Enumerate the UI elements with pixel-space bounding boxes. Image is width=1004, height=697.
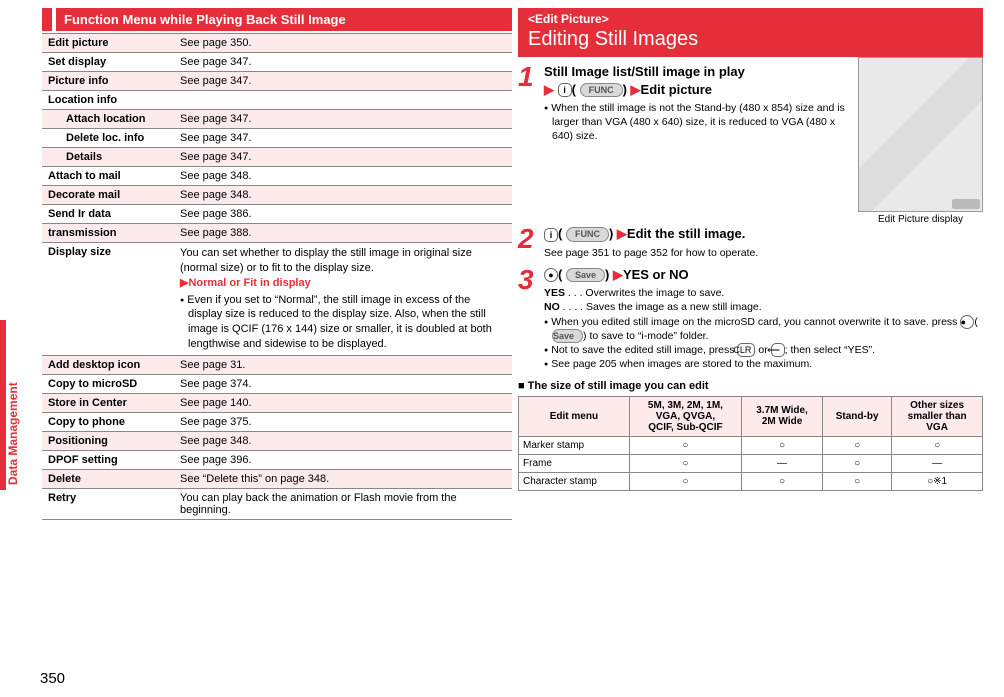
step-1-head: Still Image list/Still image in play ▶ i… <box>544 63 852 98</box>
size-table-header: 3.7M Wide,2M Wide <box>742 396 823 436</box>
step-1: 1 Still Image list/Still image in play ▶… <box>518 63 852 144</box>
size-cell: ○ <box>823 436 892 454</box>
fn-row-label: Copy to microSD <box>42 374 174 393</box>
step-2: 2 i( FUNC) ▶Edit the still image. See pa… <box>518 225 983 260</box>
fn-row-desc: See page 347. <box>174 72 512 91</box>
fn-row-label: Decorate mail <box>42 186 174 205</box>
size-cell: ○ <box>823 454 892 472</box>
fn-row-desc: See page 140. <box>174 393 512 412</box>
fn-row-label: Attach location <box>42 110 174 129</box>
size-cell: ○ <box>629 472 741 490</box>
edit-picture-display: Edit Picture display <box>858 57 983 225</box>
i-key-icon: i <box>544 228 558 242</box>
page-number: 350 <box>40 670 65 687</box>
step-number: 2 <box>518 225 544 260</box>
page-title: Editing Still Images <box>528 28 973 51</box>
center-key-icon: ● <box>544 268 558 282</box>
fn-row-label: Set display <box>42 53 174 72</box>
save-pill: Save <box>566 268 605 282</box>
fn-row-label: Details <box>42 148 174 167</box>
fn-row-desc: See page 348. <box>174 431 512 450</box>
size-table-header: Other sizessmaller thanVGA <box>892 396 983 436</box>
size-table-header: 5M, 3M, 2M, 1M,VGA, QVGA,QCIF, Sub-QCIF <box>629 396 741 436</box>
fn-row-label: Location info <box>42 91 174 110</box>
size-table-header: Edit menu <box>519 396 630 436</box>
fn-row-label: Display size <box>42 243 174 356</box>
size-row-name: Frame <box>519 454 630 472</box>
size-cell: ○ <box>629 454 741 472</box>
fn-row-label: Retry <box>42 488 174 519</box>
right-header: <Edit Picture> Editing Still Images <box>518 8 983 57</box>
back-key-icon: ⟵ <box>771 343 785 357</box>
fn-row-desc <box>174 91 512 110</box>
size-cell: ○ <box>742 436 823 454</box>
step-1-notes: When the still image is not the Stand-by… <box>544 101 852 144</box>
step-2-note: See page 351 to page 352 for how to oper… <box>544 246 983 260</box>
fn-row-desc: See page 388. <box>174 224 512 243</box>
step-number: 1 <box>518 63 544 144</box>
i-key-icon: i <box>558 83 572 97</box>
fn-row-label: transmission <box>42 224 174 243</box>
size-cell: ○ <box>742 472 823 490</box>
size-cell: ○※1 <box>892 472 983 490</box>
size-row-name: Marker stamp <box>519 436 630 454</box>
fn-row-desc: See page 31. <box>174 355 512 374</box>
fn-row-label: DPOF setting <box>42 450 174 469</box>
fn-row-desc: See page 350. <box>174 34 512 53</box>
step-3-notes: YES . . . Overwrites the image to save. … <box>544 286 983 371</box>
center-key-icon: ● <box>960 315 974 329</box>
step-3: 3 ●( Save) ▶YES or NO YES . . . Overwrit… <box>518 266 983 372</box>
fn-row-desc: See page 348. <box>174 186 512 205</box>
fn-row-desc: See page 374. <box>174 374 512 393</box>
side-tab-label: Data Management <box>6 382 20 485</box>
size-cell: ○ <box>629 436 741 454</box>
fn-row-label: Delete loc. info <box>42 129 174 148</box>
fn-row-desc: See page 386. <box>174 205 512 224</box>
size-cell: — <box>742 454 823 472</box>
fn-row-desc: See page 347. <box>174 110 512 129</box>
step-2-head: i( FUNC) ▶Edit the still image. <box>544 225 983 243</box>
size-cell: — <box>892 454 983 472</box>
fn-row-desc: You can set whether to display the still… <box>174 243 512 356</box>
func-pill: FUNC <box>566 227 609 241</box>
function-menu-header: Function Menu while Playing Back Still I… <box>42 8 512 31</box>
fn-row-desc: See page 347. <box>174 129 512 148</box>
fn-row-desc: See page 347. <box>174 53 512 72</box>
fn-row-label: Picture info <box>42 72 174 91</box>
breadcrumb: <Edit Picture> <box>528 12 973 26</box>
fn-row-label: Add desktop icon <box>42 355 174 374</box>
fn-row-desc: See page 348. <box>174 167 512 186</box>
fn-row-label: Delete <box>42 469 174 488</box>
size-section-label: The size of still image you can edit <box>518 380 983 392</box>
size-table: Edit menu5M, 3M, 2M, 1M,VGA, QVGA,QCIF, … <box>518 396 983 491</box>
fn-row-desc: See page 375. <box>174 412 512 431</box>
photo-caption: Edit Picture display <box>878 214 963 225</box>
fn-row-label: Attach to mail <box>42 167 174 186</box>
fn-row-label: Store in Center <box>42 393 174 412</box>
left-column: Function Menu while Playing Back Still I… <box>42 8 512 520</box>
step-number: 3 <box>518 266 544 372</box>
func-pill: FUNC <box>580 83 623 97</box>
size-cell: ○ <box>892 436 983 454</box>
fn-row-label: Send Ir data <box>42 205 174 224</box>
save-pill: Save <box>552 329 583 343</box>
fn-row-label: Positioning <box>42 431 174 450</box>
function-menu-table: Edit pictureSee page 350.Set displaySee … <box>42 33 512 520</box>
size-row-name: Character stamp <box>519 472 630 490</box>
fn-row-label: Copy to phone <box>42 412 174 431</box>
fn-row-label: Edit picture <box>42 34 174 53</box>
size-cell: ○ <box>823 472 892 490</box>
photo-placeholder <box>858 57 983 212</box>
side-tab: Data Management <box>0 320 22 490</box>
size-table-header: Stand-by <box>823 396 892 436</box>
step-3-head: ●( Save) ▶YES or NO <box>544 266 983 284</box>
fn-row-desc: See page 396. <box>174 450 512 469</box>
clr-key-icon: CLR <box>737 343 755 357</box>
right-column: <Edit Picture> Editing Still Images Edit… <box>518 8 983 520</box>
fn-row-desc: You can play back the animation or Flash… <box>174 488 512 519</box>
fn-row-desc: See “Delete this” on page 348. <box>174 469 512 488</box>
fn-row-desc: See page 347. <box>174 148 512 167</box>
